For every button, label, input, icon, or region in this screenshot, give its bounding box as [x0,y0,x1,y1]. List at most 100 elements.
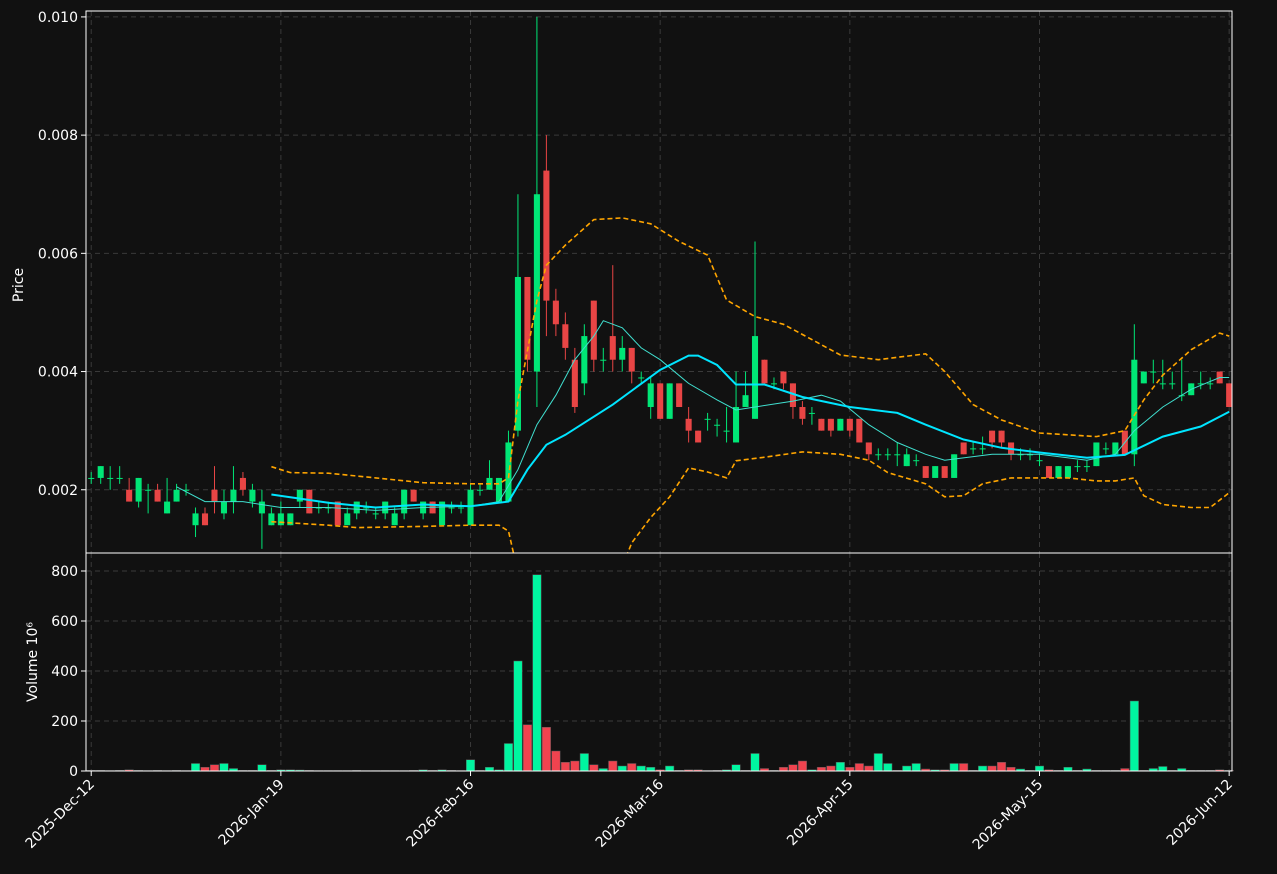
candle-body [173,489,180,502]
candle-body [220,501,228,514]
candle-body [932,466,939,478]
candle-body [334,501,341,526]
candle-body [628,347,635,372]
volume-bar [589,764,599,772]
candle-body [391,513,398,526]
volume-tick-label: 0 [69,764,78,780]
volume-bar [864,765,874,772]
candle-body [505,442,512,502]
candle-body [154,489,161,502]
candle-body [609,336,616,360]
volume-bar [257,764,267,772]
candle-body [353,501,360,514]
candle-body [751,336,759,419]
candle-body [827,418,834,431]
candle-body [1064,466,1071,478]
volume-tick-label: 200 [51,714,78,730]
candle-body [135,477,142,502]
volume-bar [484,767,495,772]
volume-bar [627,763,637,772]
candle-body [126,489,133,502]
candle-body [1074,466,1081,468]
volume-bar [959,763,969,772]
volume-bar [1129,700,1139,772]
volume-bar [835,762,845,772]
candle-body [88,477,95,479]
candle-body [856,418,863,443]
candles [88,16,1232,549]
candle-body [723,430,730,432]
volume-bar [826,765,836,772]
volume-axis-label: Volume 10⁶ [25,622,41,702]
candle-body [183,489,190,491]
indicator-line [176,320,1230,511]
candle-body [581,336,588,384]
volume-bar [200,767,210,772]
candle-body [685,418,692,431]
candle-body [600,359,607,361]
candle-body [211,489,218,502]
volume-bar [636,765,646,772]
volume-bar [788,764,798,772]
candle-body [401,489,408,514]
candle-body [979,448,986,450]
volume-bar [987,765,997,772]
candle-body [808,412,815,414]
candle-body [894,454,901,456]
candle-body [552,300,559,325]
candle-body [543,170,550,301]
y-tick-label: 0.008 [38,128,78,144]
candle-body [467,489,474,526]
candle-body [201,513,209,526]
y-tick-label: 0.002 [38,483,78,499]
volume-bar [750,753,760,772]
candle-body [989,430,996,443]
candle-body [638,377,645,379]
volume-bar [911,763,921,772]
candle-body [1083,466,1090,468]
volume-bar [997,762,1007,772]
indicator-line [271,354,1230,509]
candle-body [458,507,465,509]
candle-body [571,359,578,408]
indicator-line [271,451,1230,553]
candle-body [514,276,521,431]
candle-body [277,513,284,526]
candle-body [1093,442,1100,467]
candle-body [296,489,303,502]
volume-bar [541,727,551,772]
candle-body [799,407,806,419]
candle-body [107,477,114,479]
candle-body [533,194,540,372]
candle-body [306,489,313,514]
candle-body [1159,383,1166,385]
candle-body [770,383,778,385]
candle-body [818,418,825,431]
volume-bar [797,760,807,772]
volume-bar [570,760,580,772]
candle-body [1045,466,1053,478]
volume-bar [617,765,627,772]
candle-body [846,418,853,431]
candle-body [448,507,455,509]
candle-body [410,489,417,502]
candle-body [960,442,967,455]
candle-body [837,418,844,431]
candle-body [344,513,351,526]
y-axis-label: Price [11,268,27,302]
volume-bar [1063,767,1073,772]
candle-body [230,489,237,502]
candle-body [998,430,1005,443]
candle-body [676,383,683,408]
candle-body [1197,383,1204,385]
candle-body [884,454,891,456]
volume-bar [1158,766,1168,772]
candle-body [1169,383,1176,385]
candle-body [1055,466,1062,478]
volume-panel-frame [85,552,1233,772]
candle-body [116,477,123,479]
candle-body [239,477,246,490]
volume-bar [854,763,864,772]
candle-body [903,454,910,467]
